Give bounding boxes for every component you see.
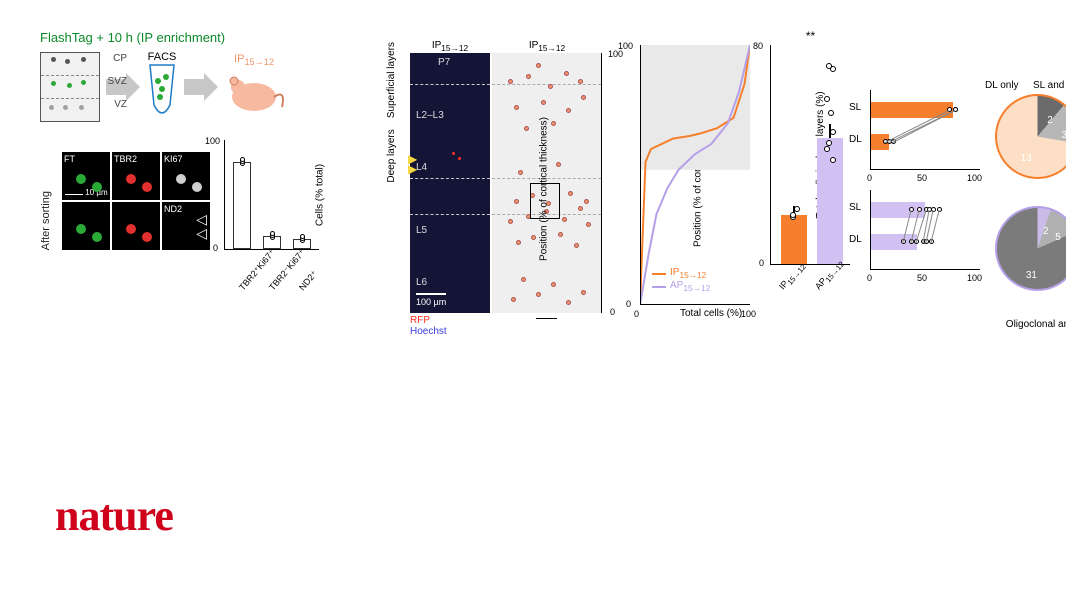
hoechst-label: Hoechst xyxy=(410,326,447,337)
ytick-0: 0 xyxy=(213,243,218,253)
sl-dl-minibars: SLDL050100SLDL050100 xyxy=(870,90,980,290)
cells-bar-ylabel: Cells (% total) xyxy=(314,164,325,226)
scatter-ylabel: Position (% of cortical thickness) xyxy=(539,117,550,261)
nature-logo: nature xyxy=(55,490,173,541)
scatter-title-ip: IP xyxy=(529,40,538,51)
signif-marker: ** xyxy=(771,29,850,43)
sc-y0: 0 xyxy=(610,307,615,317)
layer-label-cp: CP xyxy=(113,53,127,64)
micrograph-grid: FT 10 µmTBR2KI67ND2◁◁ xyxy=(62,152,210,250)
brain-layer-diagram: CP SVZ VZ xyxy=(40,52,100,122)
cortex-micrograph: P7L2–L3L4L5L6▶▶100 µm xyxy=(410,53,490,313)
db-y0: 0 xyxy=(759,258,764,268)
oligoclonal-label: Oligoclonal analysis xyxy=(995,319,1066,330)
layer-label-vz: VZ xyxy=(114,99,127,110)
mouse-icon xyxy=(224,67,284,117)
scatter-title-sub: 15→12 xyxy=(538,43,565,53)
rfp-label: RFP xyxy=(410,315,430,326)
micrograph: TBR2 xyxy=(112,152,160,200)
graft-label: IP xyxy=(234,53,244,65)
cells-bar-chart: 100 0 TBR2⁺Ki67⁺TBR2⁻Ki67⁺ND2⁺ xyxy=(224,140,319,250)
deep-layers-label: Deep layers xyxy=(386,129,397,182)
mouse-block: IP15→12 xyxy=(224,53,284,120)
db-y80: 80 xyxy=(753,41,763,51)
micrograph xyxy=(112,202,160,250)
cortex-side-labels: Deep layers Superficial layers xyxy=(386,42,397,183)
pie-label-dl: DL only xyxy=(985,80,1019,91)
pie-panel: DL only SL and DL 2313 SL only 2531 Olig… xyxy=(995,80,1066,330)
pie-label-sl: SL only xyxy=(995,187,1066,198)
figure-panel: FlashTag + 10 h (IP enrichment) CP SVZ V… xyxy=(40,30,1030,430)
pie-label-both: SL and DL xyxy=(1033,80,1066,91)
deep-layers-bar: Total cells in deep layers (%) 80 0 ** I… xyxy=(770,45,850,265)
cum-legend: IP15→12AP15→12 xyxy=(652,267,710,293)
cum-y100: 100 xyxy=(618,41,633,51)
cortex-panel: IP15→12 P7L2–L3L4L5L6▶▶100 µm RFP Hoechs… xyxy=(410,40,602,337)
micrograph: ND2◁◁ xyxy=(162,202,210,250)
facs-label: FACS xyxy=(146,51,178,63)
pie-top: 2313 xyxy=(995,94,1066,179)
layer-label-svz: SVZ xyxy=(108,76,127,87)
cumulative-plot: Position (% of cortical thickness) 0 100… xyxy=(640,45,750,305)
arrow-icon xyxy=(184,73,218,101)
green-dot xyxy=(51,81,56,86)
graft-sub: 15→12 xyxy=(244,57,274,67)
ytick-100: 100 xyxy=(205,136,220,146)
cortex-title-sub: 15→12 xyxy=(441,43,468,53)
facs-block: FACS xyxy=(146,51,178,122)
micrograph: FT 10 µm xyxy=(62,152,110,200)
cum-x100: 100 xyxy=(741,309,756,319)
tube-icon xyxy=(146,63,178,119)
pie-bottom: 2531 xyxy=(995,206,1066,291)
cum-axes xyxy=(640,45,750,305)
cum-y0: 0 xyxy=(626,299,631,309)
cortex-title-ip: IP xyxy=(432,40,441,51)
superficial-layers-label: Superficial layers xyxy=(386,42,397,118)
micrograph: KI67 xyxy=(162,152,210,200)
micrograph xyxy=(62,202,110,250)
cum-xlabel: Total cells (%) xyxy=(680,308,742,319)
cum-x0: 0 xyxy=(634,309,639,319)
after-sorting-label: After sorting xyxy=(40,191,52,250)
